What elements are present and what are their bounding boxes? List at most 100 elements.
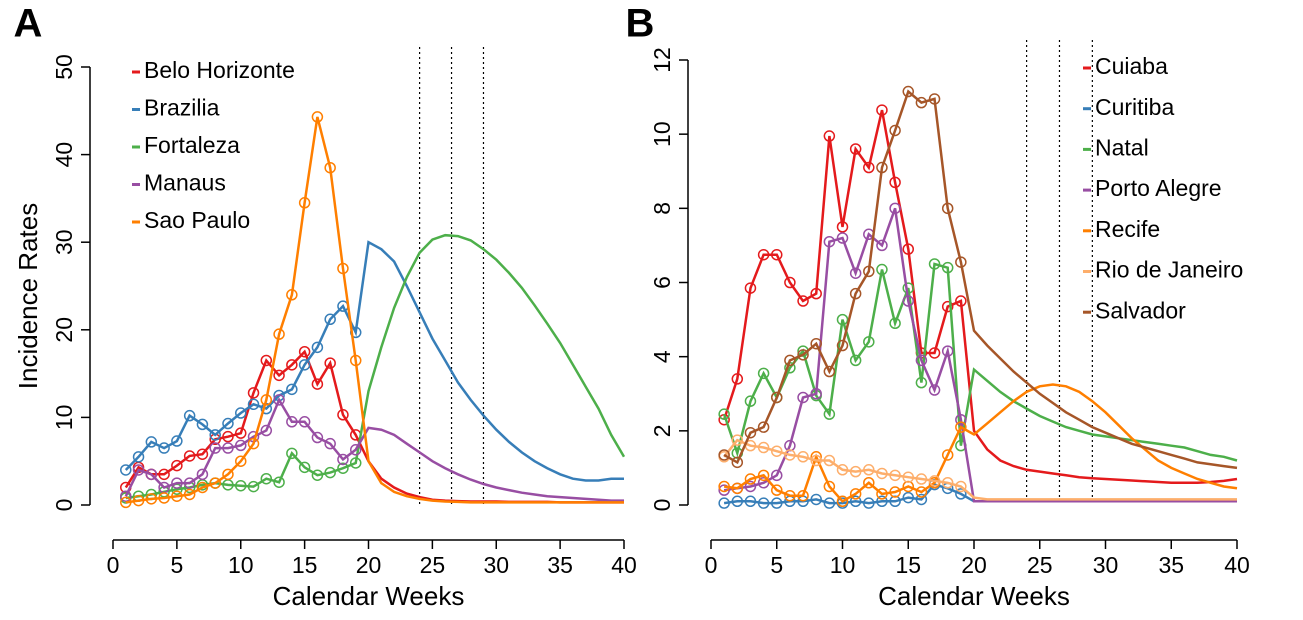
- legend-label: Sao Paulo: [144, 207, 250, 233]
- data-point: [876, 161, 888, 174]
- data-point: [731, 482, 744, 495]
- data-point: [209, 477, 221, 489]
- data-point: [823, 497, 836, 509]
- data-point: [337, 462, 349, 474]
- data-point: [286, 289, 298, 301]
- data-point: [797, 295, 809, 307]
- legend-label: Recife: [1095, 216, 1160, 242]
- data-point: [836, 232, 849, 244]
- data-point: [889, 469, 901, 482]
- data-point: [784, 354, 796, 367]
- data-point: [784, 276, 796, 289]
- x-tick-label: 35: [547, 552, 573, 578]
- x-tick-label: 25: [420, 552, 446, 578]
- data-point: [836, 495, 849, 508]
- y-tick-label: 10: [51, 405, 77, 431]
- data-point: [757, 248, 770, 261]
- data-point: [337, 453, 349, 466]
- data-point: [132, 464, 145, 476]
- series-line: [124, 240, 624, 482]
- data-point: [744, 395, 757, 407]
- data-point: [876, 488, 888, 500]
- data-point: [349, 444, 362, 456]
- legend-label: Porto Alegre: [1095, 175, 1222, 201]
- data-point: [158, 442, 170, 454]
- data-point: [132, 494, 145, 507]
- data-point: [311, 469, 324, 481]
- data-point: [941, 477, 954, 489]
- data-point: [849, 143, 862, 155]
- data-point: [797, 451, 809, 463]
- data-point: [311, 431, 324, 444]
- data-point: [183, 477, 196, 489]
- data-point: [183, 409, 196, 422]
- x-tick-label: 5: [170, 552, 183, 578]
- data-point: [744, 426, 757, 439]
- series-line: [723, 207, 1237, 503]
- data-point: [810, 388, 822, 400]
- data-point: [757, 421, 770, 433]
- series-line: [723, 383, 1238, 503]
- data-point: [757, 469, 770, 482]
- data-point: [337, 409, 349, 421]
- data-point: [863, 477, 875, 489]
- data-point: [298, 416, 311, 428]
- data-point: [311, 378, 324, 390]
- data-point: [915, 376, 928, 389]
- x-tick-label: 35: [1158, 552, 1184, 578]
- data-point: [876, 495, 888, 508]
- data-point: [311, 341, 324, 354]
- data-point: [298, 345, 311, 358]
- data-point: [222, 417, 234, 430]
- series-line: [722, 262, 1238, 462]
- data-point: [757, 441, 770, 454]
- data-point: [771, 445, 783, 457]
- series-line: [723, 438, 1237, 501]
- data-point: [731, 434, 744, 446]
- x-tick-label: 10: [228, 552, 254, 578]
- data-point: [928, 258, 941, 270]
- data-point: [235, 427, 247, 439]
- data-point: [771, 484, 783, 496]
- data-point: [784, 449, 796, 461]
- data-point: [145, 468, 158, 481]
- data-point: [235, 455, 247, 467]
- x-tick-label: 15: [292, 552, 318, 578]
- legend-label: Rio de Janeiro: [1095, 257, 1243, 283]
- x-tick-label: 5: [770, 552, 783, 578]
- data-point: [771, 248, 783, 261]
- data-point: [889, 176, 901, 189]
- data-point: [823, 480, 836, 493]
- data-point: [171, 477, 183, 489]
- data-point: [260, 354, 273, 367]
- data-point: [915, 486, 928, 498]
- data-point: [889, 124, 901, 137]
- data-point: [273, 369, 285, 382]
- y-axis-title: Incidence Rates: [13, 203, 43, 389]
- data-point: [955, 488, 967, 500]
- data-point: [718, 484, 730, 496]
- data-point: [928, 384, 941, 396]
- x-axis-title: Calendar Weeks: [273, 581, 465, 611]
- series-line: [722, 109, 1238, 485]
- data-point: [823, 235, 836, 248]
- legend-label: Manaus: [144, 170, 226, 196]
- x-tick-label: 20: [961, 552, 987, 578]
- legend-label: Cuiaba: [1095, 53, 1168, 79]
- x-axis-title: Calendar Weeks: [878, 581, 1070, 611]
- data-point: [731, 495, 744, 508]
- data-point: [915, 473, 928, 485]
- data-point: [955, 421, 967, 433]
- data-point: [889, 486, 901, 498]
- y-tick-label: 40: [51, 142, 77, 168]
- data-point: [902, 85, 914, 98]
- data-point: [183, 450, 196, 462]
- data-point: [955, 295, 967, 307]
- data-point: [324, 466, 336, 479]
- data-point: [863, 464, 875, 476]
- data-point: [889, 202, 901, 215]
- data-point: [744, 282, 757, 294]
- data-point: [876, 263, 888, 276]
